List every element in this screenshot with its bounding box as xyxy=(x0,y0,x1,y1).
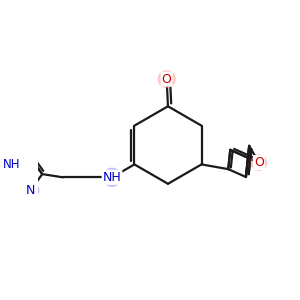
Text: NH: NH xyxy=(103,171,122,184)
Circle shape xyxy=(22,182,39,199)
Text: O: O xyxy=(254,156,264,169)
Text: NH: NH xyxy=(3,158,20,170)
Circle shape xyxy=(3,156,20,172)
Circle shape xyxy=(103,168,121,186)
Circle shape xyxy=(158,71,175,88)
Text: N: N xyxy=(26,184,35,197)
Text: O: O xyxy=(162,73,172,86)
Circle shape xyxy=(251,155,267,170)
